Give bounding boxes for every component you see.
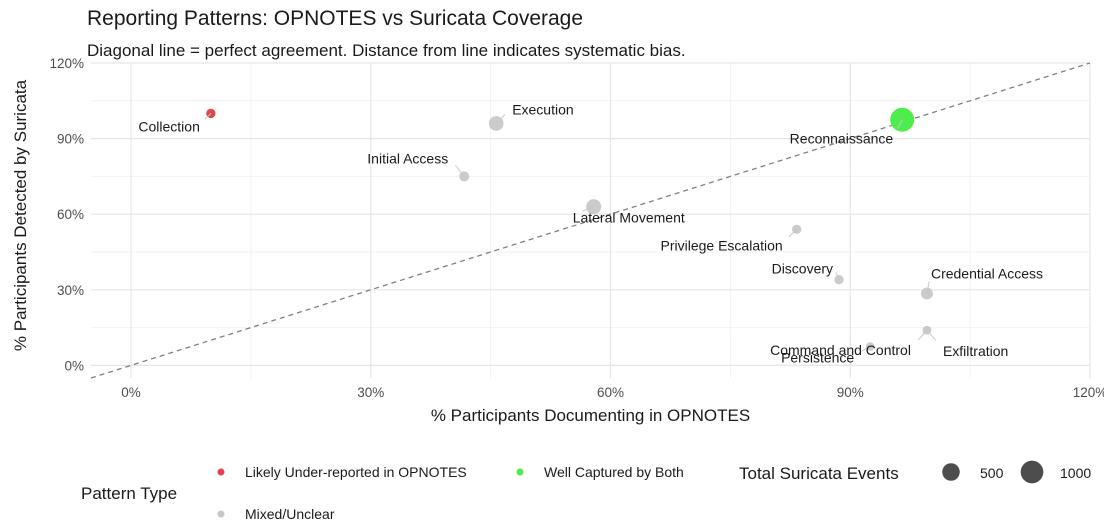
leader-collection bbox=[204, 113, 212, 120]
axis-ticks: 0% 30% 60% 90% 120% 0% 30% 60% 90% 120% bbox=[49, 56, 1104, 400]
y-tick-label: 0% bbox=[64, 358, 84, 373]
legend-size-label-1000: 1000 bbox=[1060, 465, 1091, 481]
legend-size-key-500 bbox=[942, 463, 960, 481]
leader-privilege-escalation bbox=[788, 228, 798, 238]
legend-key-well-captured bbox=[516, 468, 524, 476]
legend-label-mixed: Mixed/Unclear bbox=[245, 506, 335, 522]
chart-subtitle: Diagonal line = perfect agreement. Dista… bbox=[87, 41, 686, 60]
label-credential-access: Credential Access bbox=[931, 266, 1043, 282]
leader-command-and-control bbox=[917, 329, 928, 341]
label-reconnaissance: Reconnaissance bbox=[790, 131, 894, 147]
label-collection: Collection bbox=[138, 118, 199, 134]
data-labels: Collection Execution Reconnaissance Initial… bbox=[138, 101, 1043, 365]
y-tick-label: 60% bbox=[57, 207, 84, 222]
legend-label-well-captured: Well Captured by Both bbox=[544, 464, 684, 480]
x-tick-label: 0% bbox=[121, 385, 141, 400]
label-persistence: Persistence bbox=[781, 350, 854, 366]
x-axis-title: % Participants Documenting in OPNOTES bbox=[431, 406, 750, 425]
label-discovery: Discovery bbox=[772, 261, 833, 277]
label-initial-access: Initial Access bbox=[367, 150, 448, 166]
label-leader-lines bbox=[204, 113, 937, 352]
diagonal-line bbox=[90, 62, 1091, 379]
y-tick-label: 30% bbox=[57, 283, 84, 298]
legend-key-under-reported bbox=[217, 468, 225, 476]
legend-key-mixed bbox=[217, 510, 225, 518]
chart-title: Reporting Patterns: OPNOTES vs Suricata … bbox=[87, 7, 584, 30]
legend-label-under-reported: Likely Under-reported in OPNOTES bbox=[245, 464, 467, 480]
leader-discovery bbox=[835, 272, 840, 280]
label-command-and-control: Command and Control bbox=[770, 342, 911, 358]
legend-size-key-1000 bbox=[1020, 460, 1044, 484]
legend-size-label-500: 500 bbox=[980, 465, 1004, 481]
diagonal-reference-line bbox=[90, 62, 1091, 379]
leader-initial-access bbox=[455, 164, 465, 177]
leader-lateral-movement bbox=[581, 206, 594, 212]
label-exfiltration: Exfiltration bbox=[943, 343, 1008, 359]
leader-execution bbox=[495, 114, 506, 124]
x-tick-label: 60% bbox=[597, 385, 624, 400]
legend: Pattern Type Likely Under-reported in OP… bbox=[81, 460, 1091, 522]
y-tick-label: 90% bbox=[57, 132, 84, 147]
label-privilege-escalation: Privilege Escalation bbox=[661, 237, 783, 253]
y-axis-title: % Participants Detected by Suricata bbox=[11, 79, 30, 351]
x-tick-label: 30% bbox=[357, 385, 384, 400]
y-tick-label: 120% bbox=[49, 56, 84, 71]
leader-persistence bbox=[861, 346, 871, 352]
legend-pattern-title: Pattern Type bbox=[81, 484, 177, 503]
leader-credential-access bbox=[926, 281, 930, 294]
label-execution: Execution bbox=[512, 101, 573, 117]
leader-exfiltration bbox=[926, 329, 937, 341]
x-tick-label: 120% bbox=[1073, 385, 1104, 400]
x-tick-label: 90% bbox=[837, 385, 864, 400]
legend-size-title: Total Suricata Events bbox=[739, 464, 899, 483]
label-lateral-movement: Lateral Movement bbox=[573, 210, 685, 226]
leader-reconnaissance bbox=[896, 119, 903, 130]
